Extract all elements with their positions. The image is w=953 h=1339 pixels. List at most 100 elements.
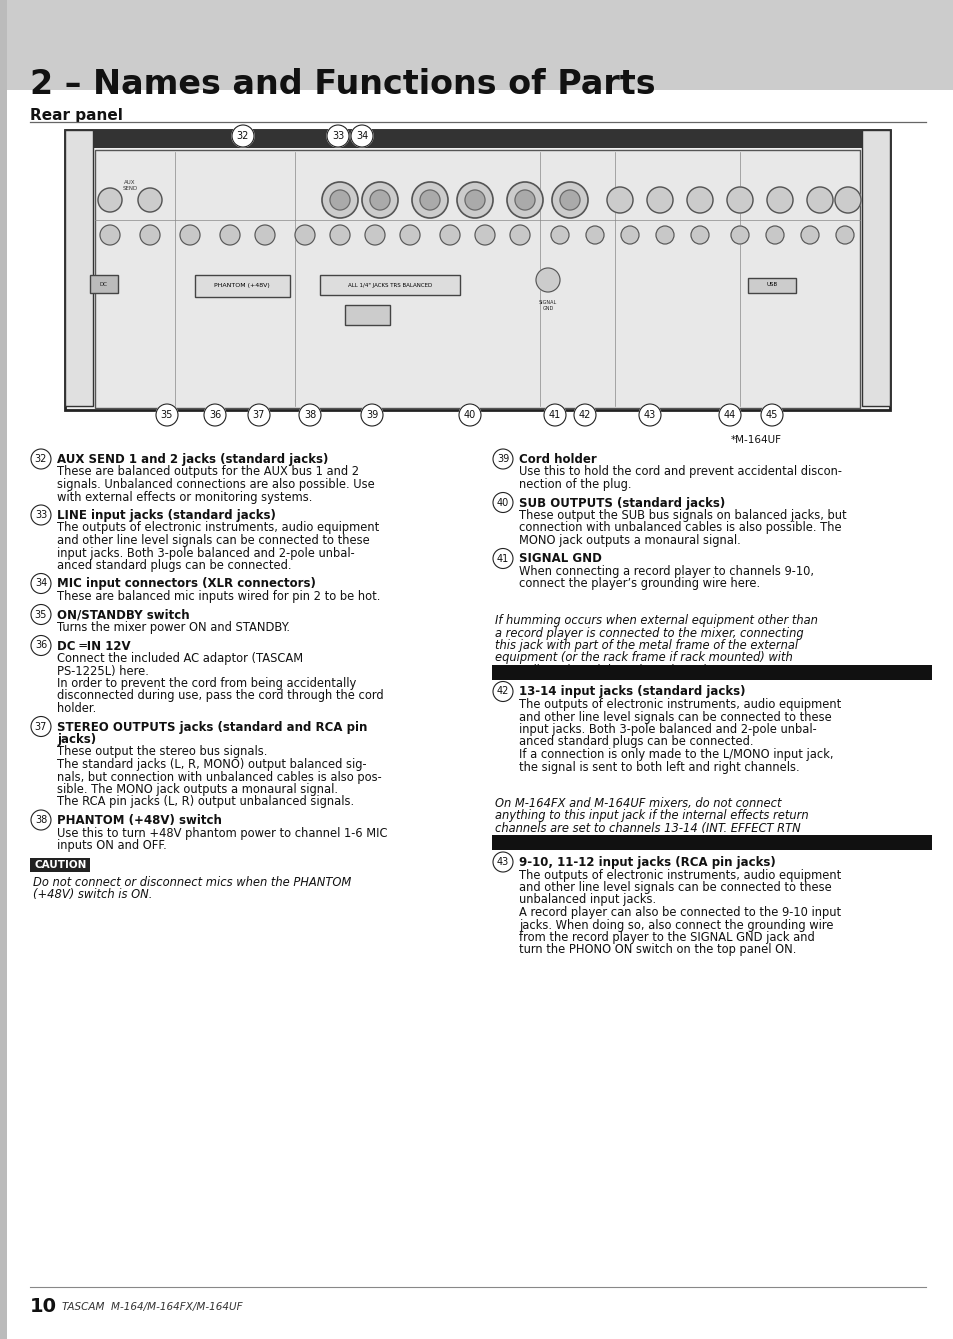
Circle shape — [351, 125, 373, 147]
Text: inputs ON and OFF.: inputs ON and OFF. — [57, 840, 167, 852]
Text: 36: 36 — [35, 640, 47, 651]
Text: grounding wire might reduce the noise.: grounding wire might reduce the noise. — [495, 664, 721, 678]
Circle shape — [294, 225, 314, 245]
Text: Cord holder: Cord holder — [518, 453, 597, 466]
Circle shape — [248, 404, 270, 426]
Circle shape — [140, 225, 160, 245]
Text: The RCA pin jacks (L, R) output unbalanced signals.: The RCA pin jacks (L, R) output unbalanc… — [57, 795, 354, 809]
Text: 10: 10 — [30, 1297, 57, 1316]
Circle shape — [365, 225, 385, 245]
Text: Turns the mixer power ON and STANDBY.: Turns the mixer power ON and STANDBY. — [57, 621, 290, 633]
Text: If humming occurs when external equipment other than: If humming occurs when external equipmen… — [495, 615, 817, 627]
Text: 13-14 input jacks (standard jacks): 13-14 input jacks (standard jacks) — [518, 686, 744, 699]
Circle shape — [30, 636, 51, 656]
Bar — [492, 664, 931, 679]
Text: 39: 39 — [497, 454, 509, 465]
Text: jacks. When doing so, also connect the grounding wire: jacks. When doing so, also connect the g… — [518, 919, 833, 932]
Circle shape — [412, 182, 448, 218]
Text: Use this to hold the cord and prevent accidental discon-: Use this to hold the cord and prevent ac… — [518, 466, 841, 478]
Text: CAUTION: CAUTION — [35, 860, 88, 869]
Text: 43: 43 — [643, 410, 656, 420]
Text: turn the PHONO ON switch on the top panel ON.: turn the PHONO ON switch on the top pane… — [518, 944, 796, 956]
Text: DC ═IN 12V: DC ═IN 12V — [57, 640, 131, 652]
Text: jacks): jacks) — [57, 732, 96, 746]
Text: (+48V) switch is ON.: (+48V) switch is ON. — [33, 888, 152, 901]
Circle shape — [543, 404, 565, 426]
Text: 41: 41 — [548, 410, 560, 420]
Text: 41: 41 — [497, 553, 509, 564]
Text: On M-164FX and M-164UF mixers, do not connect: On M-164FX and M-164UF mixers, do not co… — [495, 797, 781, 810]
Circle shape — [551, 226, 568, 244]
Circle shape — [30, 573, 51, 593]
Text: and other line level signals can be connected to these: and other line level signals can be conn… — [518, 881, 831, 894]
Bar — [345, 305, 390, 325]
Circle shape — [766, 187, 792, 213]
Circle shape — [220, 225, 240, 245]
Text: disconnected during use, pass the cord through the cord: disconnected during use, pass the cord t… — [57, 690, 383, 703]
Text: switch not pushed in).: switch not pushed in). — [495, 834, 621, 848]
Text: and other line level signals can be connected to these: and other line level signals can be conn… — [518, 711, 831, 723]
Text: equipment (or the rack frame if rack mounted) with: equipment (or the rack frame if rack mou… — [495, 652, 792, 664]
Text: 40: 40 — [463, 410, 476, 420]
Circle shape — [464, 190, 484, 210]
Circle shape — [834, 187, 861, 213]
Circle shape — [458, 404, 480, 426]
Bar — [95, 150, 859, 408]
Circle shape — [100, 225, 120, 245]
Text: 35: 35 — [34, 609, 47, 620]
Circle shape — [760, 404, 782, 426]
Text: STEREO OUTPUTS jacks (standard and RCA pin: STEREO OUTPUTS jacks (standard and RCA p… — [57, 720, 367, 734]
Circle shape — [719, 404, 740, 426]
Text: unbalanced input jacks.: unbalanced input jacks. — [518, 893, 656, 907]
Text: The standard jacks (L, R, MONO) output balanced sig-: The standard jacks (L, R, MONO) output b… — [57, 758, 366, 771]
Text: 39: 39 — [366, 410, 377, 420]
Text: Do not connect or disconnect mics when the PHANTOM: Do not connect or disconnect mics when t… — [33, 876, 351, 889]
Circle shape — [327, 125, 349, 147]
Text: PHANTOM (+48V): PHANTOM (+48V) — [213, 284, 270, 288]
Text: 45: 45 — [765, 410, 778, 420]
Text: These output the SUB bus signals on balanced jacks, but: These output the SUB bus signals on bala… — [518, 509, 845, 522]
Circle shape — [322, 182, 357, 218]
Text: 34: 34 — [35, 578, 47, 589]
Text: SUB OUTPUTS (standard jacks): SUB OUTPUTS (standard jacks) — [518, 497, 724, 510]
Text: SIGNAL GND: SIGNAL GND — [518, 553, 601, 565]
Bar — [65, 130, 889, 410]
Circle shape — [656, 226, 673, 244]
Text: ON/STANDBY switch: ON/STANDBY switch — [57, 608, 190, 621]
Circle shape — [419, 190, 439, 210]
Text: 43: 43 — [497, 857, 509, 866]
Text: 38: 38 — [35, 815, 47, 825]
Circle shape — [30, 716, 51, 736]
Bar — [862, 130, 889, 406]
Circle shape — [536, 268, 559, 292]
Text: 40: 40 — [497, 498, 509, 507]
Text: input jacks. Both 3-pole balanced and 2-pole unbal-: input jacks. Both 3-pole balanced and 2-… — [518, 723, 816, 736]
Circle shape — [493, 682, 513, 702]
Text: PS-1225L) here.: PS-1225L) here. — [57, 664, 149, 678]
Text: If a connection is only made to the L/MONO input jack,: If a connection is only made to the L/MO… — [518, 749, 833, 761]
Text: anced standard plugs can be connected.: anced standard plugs can be connected. — [518, 735, 753, 749]
Circle shape — [330, 190, 350, 210]
Text: TASCAM  M-164/M-164FX/M-164UF: TASCAM M-164/M-164FX/M-164UF — [62, 1302, 242, 1312]
Circle shape — [138, 187, 162, 212]
Text: ALL 1/4" JACKS TRS BALANCED: ALL 1/4" JACKS TRS BALANCED — [348, 283, 432, 288]
Text: Use this to turn +48V phantom power to channel 1-6 MIC: Use this to turn +48V phantom power to c… — [57, 826, 387, 840]
Text: 2 – Names and Functions of Parts: 2 – Names and Functions of Parts — [30, 68, 655, 100]
Circle shape — [204, 404, 226, 426]
Text: 42: 42 — [497, 687, 509, 696]
Circle shape — [726, 187, 752, 213]
Circle shape — [552, 182, 587, 218]
Circle shape — [156, 404, 178, 426]
Circle shape — [493, 449, 513, 469]
Text: PHANTOM (+48V) switch: PHANTOM (+48V) switch — [57, 814, 222, 828]
Bar — [194, 274, 290, 297]
Text: MONO jack outputs a monaural signal.: MONO jack outputs a monaural signal. — [518, 534, 740, 548]
Text: AUX: AUX — [124, 179, 135, 185]
Circle shape — [765, 226, 783, 244]
Text: NOTE: NOTE — [497, 781, 528, 791]
Circle shape — [806, 187, 832, 213]
Text: These are balanced mic inputs wired for pin 2 to be hot.: These are balanced mic inputs wired for … — [57, 590, 380, 603]
Circle shape — [439, 225, 459, 245]
Text: 33: 33 — [332, 131, 344, 141]
Text: a record player is connected to the mixer, connecting: a record player is connected to the mixe… — [495, 627, 802, 640]
